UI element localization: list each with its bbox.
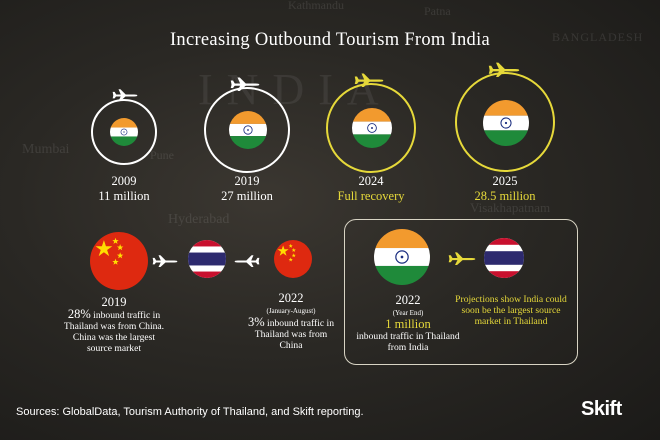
airplane-icon — [230, 76, 260, 91]
milestone-2025: 2025 28.5 million — [455, 174, 555, 204]
note-text: inbound traffic in Thailand from India — [356, 331, 460, 353]
thailand-flag-icon — [484, 238, 524, 278]
milestone-value: 27 million — [221, 189, 273, 203]
map-label-kathmandu: Kathmandu — [288, 0, 344, 12]
map-label-bangladesh: BANGLADESH — [552, 30, 644, 44]
map-label-pune: Pune — [150, 148, 174, 162]
map-label-mumbai: Mumbai — [22, 142, 70, 157]
thailand-flag-icon — [188, 240, 226, 278]
note-year: 2019 — [101, 295, 127, 309]
note-value: 1 million — [385, 317, 431, 331]
milestone-year: 2025 — [492, 174, 518, 188]
india-2022-note: 2022 (Year End) 1 million inbound traffi… — [352, 293, 464, 353]
infographic-title: Increasing Outbound Tourism From India — [169, 30, 491, 50]
note-percent: 28% — [67, 307, 91, 321]
india-thailand-box — [344, 219, 578, 365]
note-period: (January-August) — [266, 307, 316, 315]
note-year: 2022 — [395, 293, 421, 307]
map-label-visakhapatnam: Visakhapatnam — [470, 200, 551, 215]
india-flag-icon — [483, 100, 529, 146]
milestone-ring-2019 — [204, 87, 290, 173]
milestone-ring-2009 — [91, 99, 157, 165]
skift-logo: Skift — [581, 398, 622, 420]
note-year: 2022 — [278, 291, 304, 305]
airplane-icon — [448, 251, 476, 265]
sources-footnote: Sources: GlobalData, Tourism Authority o… — [16, 406, 364, 418]
milestone-ring-2025 — [455, 72, 555, 172]
airplane-icon — [152, 254, 178, 267]
airplane-icon — [354, 72, 384, 87]
projection-note: Projections show India could soon be the… — [455, 294, 567, 327]
china-2022-note: 2022 (January-August) 3% inbound traffic… — [244, 291, 338, 351]
note-percent: 3% — [247, 315, 265, 329]
china-2019-note: 2019 28% inbound traffic in Thailand was… — [60, 295, 168, 354]
milestone-year: 2009 — [111, 174, 137, 188]
india-flag-icon — [352, 108, 392, 148]
milestone-year: 2019 — [234, 174, 260, 188]
milestone-value: Full recovery — [337, 189, 405, 203]
milestone-value: 11 million — [98, 189, 150, 203]
map-label-patna: Patna — [424, 4, 451, 18]
milestone-value: 28.5 million — [474, 189, 536, 203]
china-flag-icon — [90, 232, 148, 290]
milestone-2009: 2009 11 million — [74, 174, 174, 204]
milestone-ring-2024 — [326, 83, 416, 173]
note-text: inbound traffic in Thailand was from Chi… — [63, 310, 165, 354]
airplane-icon — [234, 254, 260, 267]
china-flag-icon — [274, 240, 312, 278]
note-period: (Year End) — [392, 309, 424, 317]
india-flag-icon — [229, 111, 267, 149]
milestone-year: 2024 — [358, 174, 384, 188]
milestone-2019: 2019 27 million — [197, 174, 297, 204]
india-flag-icon — [110, 118, 138, 146]
milestone-2024: 2024 Full recovery — [321, 174, 421, 204]
airplane-icon — [488, 61, 520, 77]
note-text: inbound traffic in Thailand was from Chi… — [254, 318, 335, 351]
map-label-hyderabad: Hyderabad — [168, 212, 230, 227]
india-flag-icon — [374, 229, 430, 285]
airplane-icon — [112, 88, 138, 101]
